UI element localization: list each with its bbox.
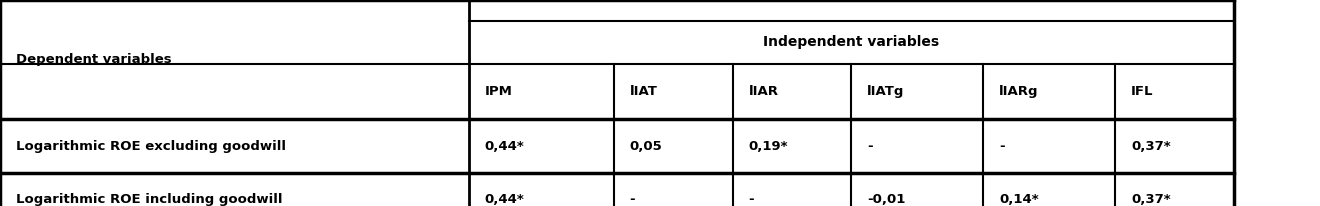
- Text: 0,44*: 0,44*: [484, 140, 524, 153]
- Text: 0,05: 0,05: [630, 140, 663, 153]
- Text: lIARg: lIARg: [999, 85, 1039, 98]
- Text: Logarithmic ROE excluding goodwill: Logarithmic ROE excluding goodwill: [16, 140, 286, 153]
- Text: 0,14*: 0,14*: [999, 193, 1039, 206]
- Text: -: -: [748, 193, 754, 206]
- Text: 0,37*: 0,37*: [1131, 140, 1171, 153]
- Text: -: -: [999, 140, 1005, 153]
- Text: IFL: IFL: [1131, 85, 1154, 98]
- Text: lIAR: lIAR: [748, 85, 779, 98]
- Text: -: -: [630, 193, 635, 206]
- Text: IPM: IPM: [484, 85, 512, 98]
- Text: lIATg: lIATg: [867, 85, 904, 98]
- Text: 0,44*: 0,44*: [484, 193, 524, 206]
- Text: Dependent variables: Dependent variables: [16, 53, 172, 66]
- Text: -0,01: -0,01: [867, 193, 906, 206]
- Text: Logarithmic ROE including goodwill: Logarithmic ROE including goodwill: [16, 193, 282, 206]
- Text: lIAT: lIAT: [630, 85, 657, 98]
- Text: Independent variables: Independent variables: [763, 35, 940, 49]
- Text: -: -: [867, 140, 873, 153]
- Text: 0,37*: 0,37*: [1131, 193, 1171, 206]
- Text: 0,19*: 0,19*: [748, 140, 788, 153]
